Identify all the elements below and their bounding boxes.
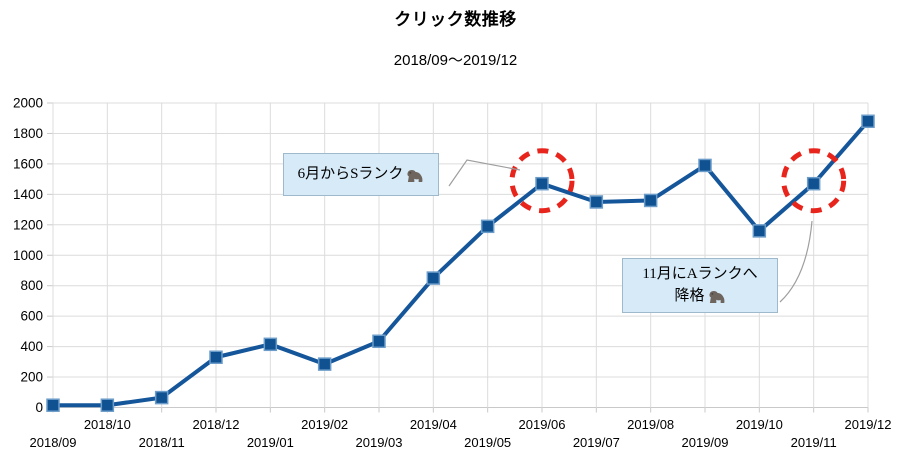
y-axis-tick-label: 1600 (13, 156, 43, 171)
highlight-circle (781, 148, 847, 214)
data-point-marker (480, 219, 495, 234)
gorilla-icon (407, 169, 423, 182)
chart-subtitle: 2018/09〜2019/12 (393, 52, 518, 69)
y-axis-tick-label: 1400 (13, 187, 43, 202)
x-axis-tick-label: 2019/04 (410, 417, 457, 432)
annotation-a-rank: 11月にAランクへ 降格 (622, 258, 778, 313)
data-point-marker (100, 398, 115, 412)
annotation-a-rank-line2: 降格 (674, 287, 705, 304)
x-axis-tick-label: 2019/12 (845, 417, 892, 432)
x-axis-tick-label: 2018/10 (84, 417, 131, 432)
data-point-marker (535, 176, 549, 191)
data-point-marker (209, 350, 223, 365)
x-axis-tick-label: 2019/09 (682, 435, 729, 450)
data-point-marker (752, 224, 767, 238)
x-axis-tick-label: 2019/02 (301, 417, 348, 432)
y-axis-tick-label: 800 (20, 278, 43, 293)
callout-leader-line (448, 159, 521, 187)
y-axis-tick-label: 1800 (13, 126, 43, 141)
data-point-marker (698, 158, 712, 173)
x-axis-tick-label: 2018/09 (30, 435, 77, 450)
data-point-marker (426, 271, 441, 285)
x-axis-tick-label: 2019/06 (519, 417, 566, 432)
chart-title: クリック数推移 (394, 10, 517, 29)
x-axis-tick-label: 2019/03 (356, 435, 403, 450)
y-axis-tick-label: 1200 (13, 217, 43, 232)
series-line (51, 119, 870, 408)
x-axis-tick-label: 2018/11 (139, 435, 185, 450)
data-point-marker (643, 193, 658, 208)
y-axis-tick-label: 0 (35, 400, 43, 415)
highlight-circle (509, 148, 575, 214)
x-axis-tick-label: 2019/08 (627, 417, 674, 432)
y-axis-tick-label: 2000 (13, 96, 43, 111)
data-point-marker (46, 398, 60, 412)
annotation-a-rank-line1: 11月にAランクへ (642, 265, 758, 282)
x-axis-tick-label: 2019/05 (464, 435, 511, 450)
data-point-marker (861, 114, 875, 129)
data-point-marker (806, 176, 821, 191)
x-axis-tick-label: 2018/12 (193, 417, 240, 432)
x-axis-tick-label: 2019/10 (736, 417, 783, 432)
annotation-s-rank: 6月からSランク (283, 153, 439, 196)
gorilla-icon (708, 291, 724, 304)
data-point-marker (263, 337, 278, 352)
y-axis-tick-label: 400 (20, 339, 43, 354)
y-axis-tick-label: 200 (20, 370, 43, 385)
x-axis-tick-label: 2019/01 (247, 435, 294, 450)
y-axis-tick-label: 1000 (13, 248, 43, 263)
data-point-marker (589, 195, 604, 209)
annotation-s-rank-text: 6月からSランク (297, 165, 404, 182)
x-axis-tick-label: 2019/07 (573, 435, 620, 450)
data-point-marker (372, 334, 386, 349)
y-axis-tick-label: 600 (20, 309, 43, 324)
x-axis-tick-label: 2019/11 (791, 435, 837, 450)
callout-leader-line (779, 220, 813, 303)
data-point-marker (317, 357, 332, 371)
data-point-marker (154, 390, 169, 405)
